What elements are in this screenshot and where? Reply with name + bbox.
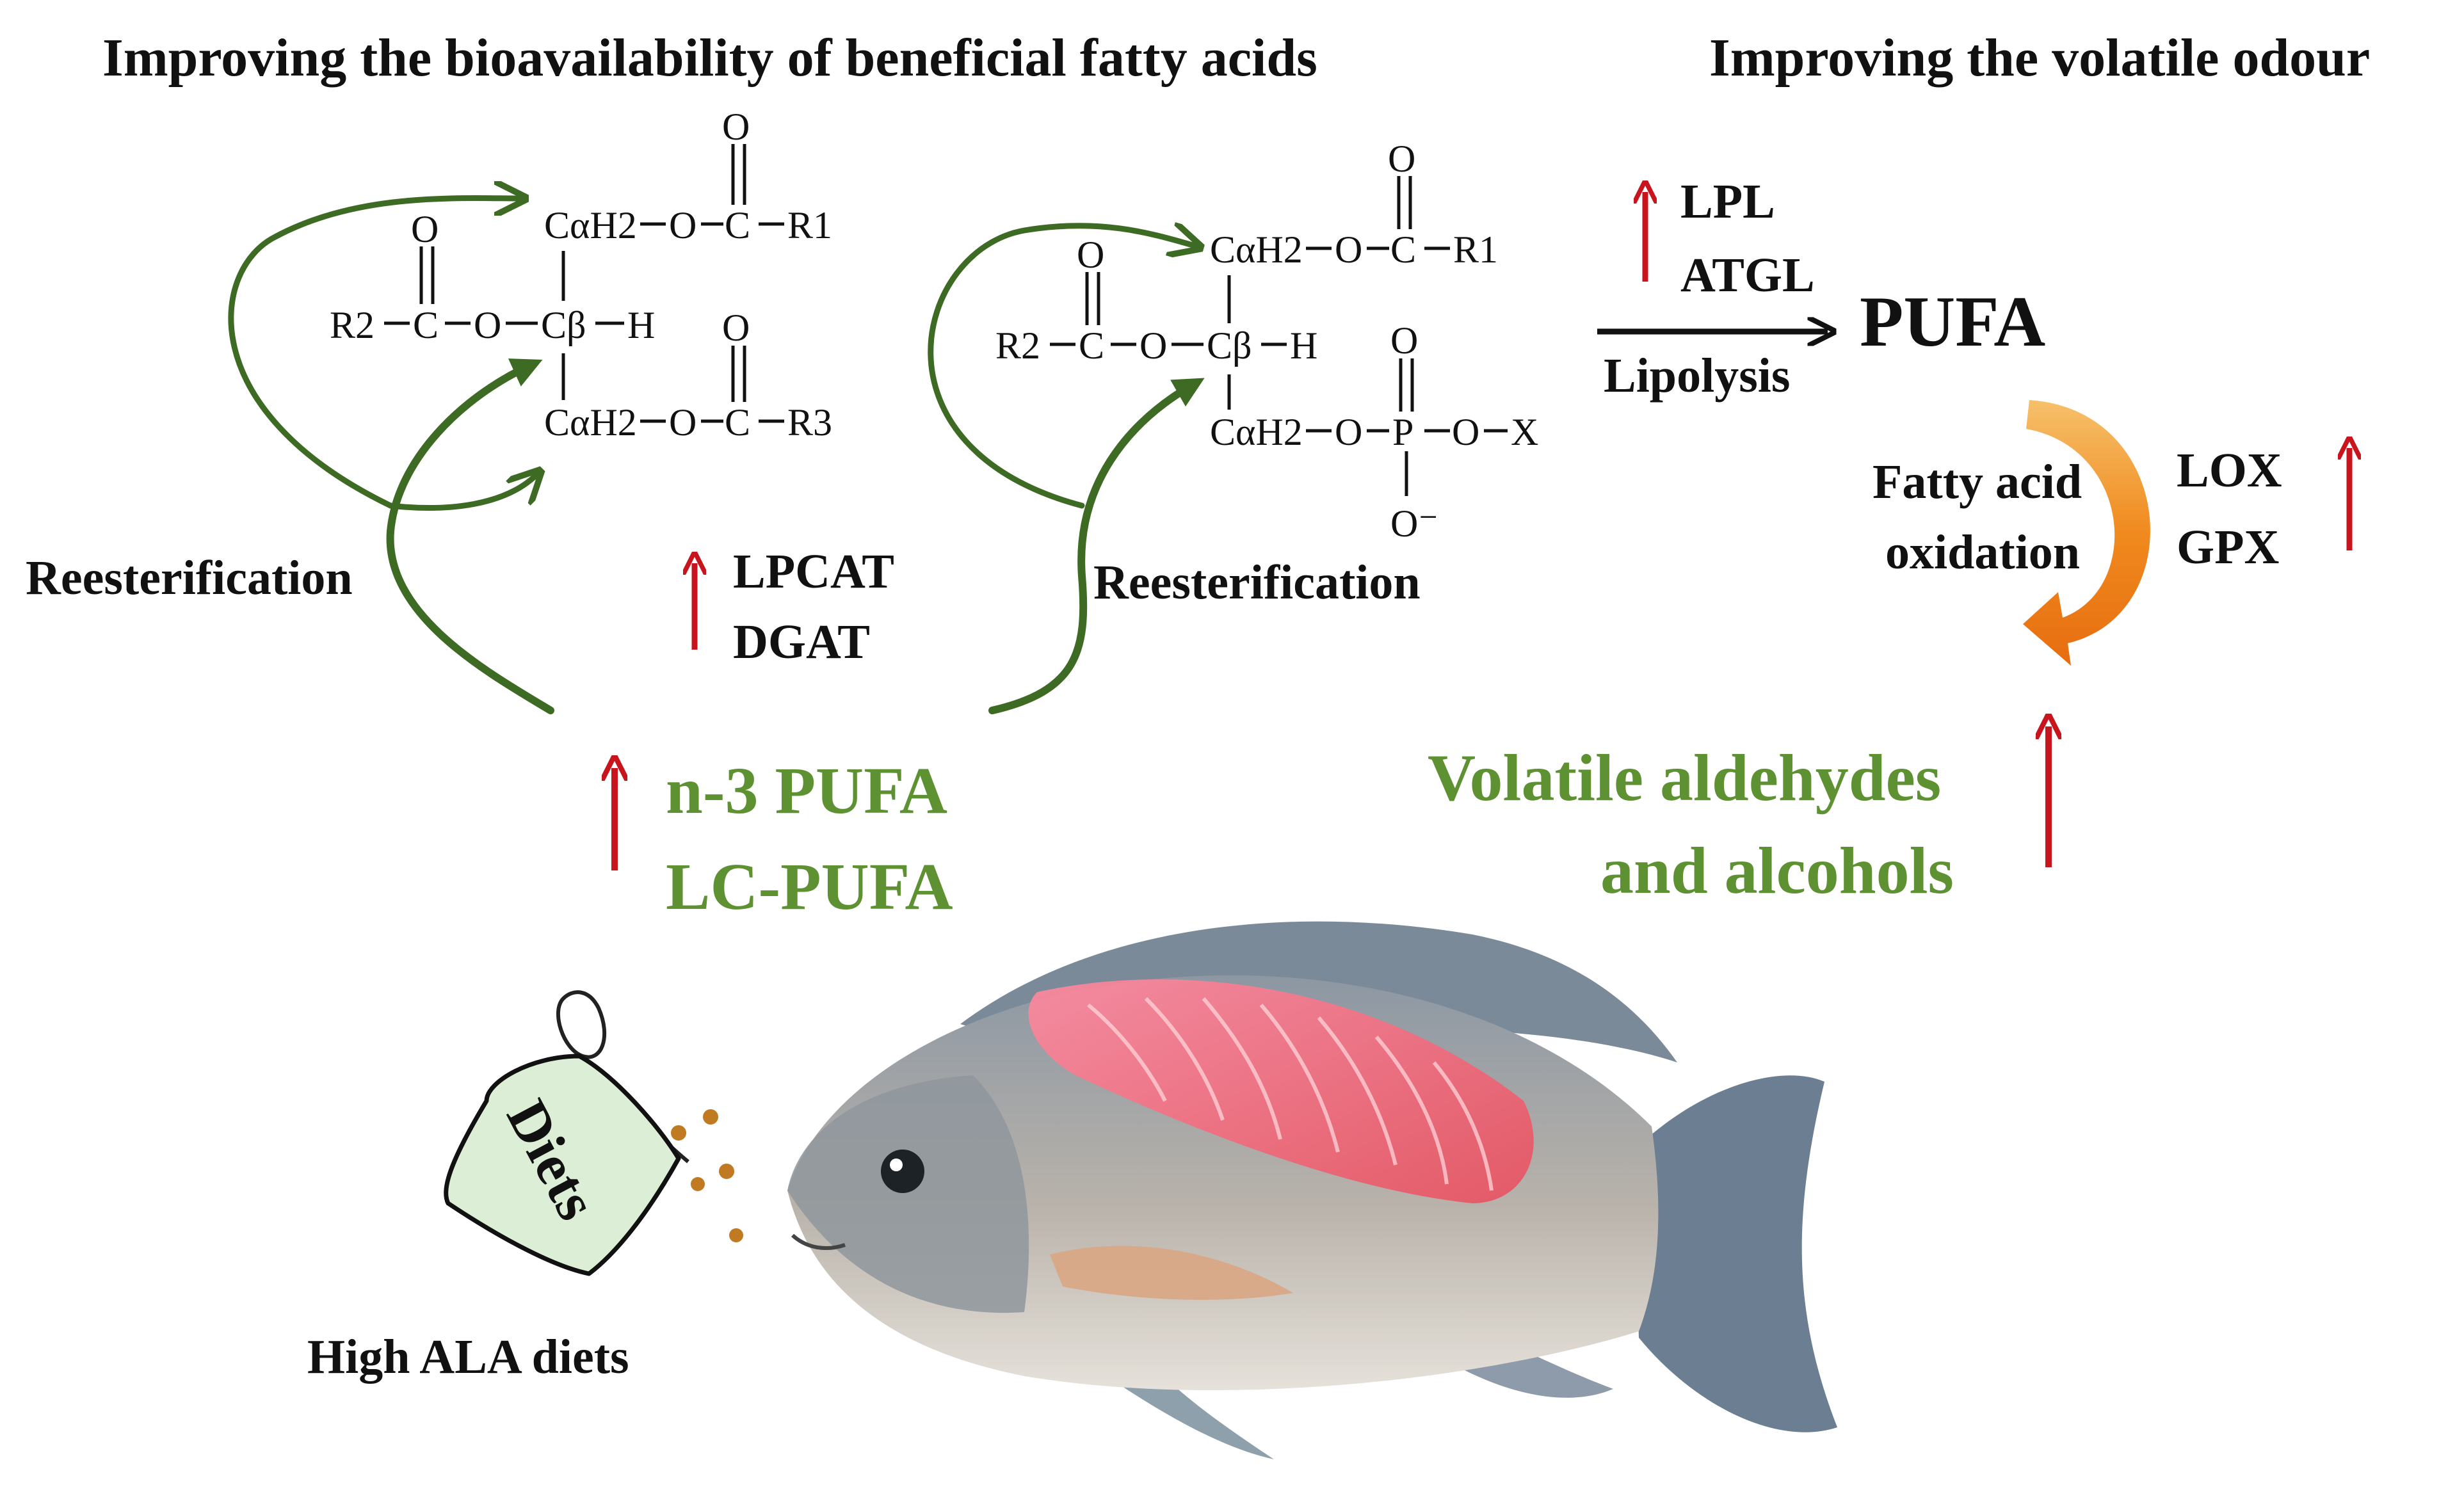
pl-r2: R2 bbox=[995, 325, 1040, 367]
fatty-acid-label: Fatty acid bbox=[1872, 455, 2082, 509]
tag-r2: R2 bbox=[330, 304, 374, 346]
tag-o-bottom-ester: O bbox=[669, 401, 697, 444]
gpx-label: GPX bbox=[2177, 520, 2279, 574]
pl-cb: Cβ bbox=[1207, 325, 1252, 367]
tag-o-bottom-carbonyl: O bbox=[722, 307, 750, 349]
pl-c-top: C bbox=[1390, 228, 1416, 271]
pl-ca-top: CαH2 bbox=[1210, 228, 1303, 271]
tag-o-top-ester: O bbox=[669, 204, 697, 246]
tag-structure: CαH2 O C R1 O R2 C O Cβ H O CαH2 O C R3 bbox=[330, 106, 832, 444]
pl-o-minus: O⁻ bbox=[1390, 502, 1438, 545]
heading-bioavailability: Improving the bioavailability of benefic… bbox=[102, 28, 1317, 88]
pl-o-top-carbonyl: O bbox=[1388, 138, 1415, 180]
tag-o-mid-carbonyl: O bbox=[411, 208, 439, 250]
pl-ca-bottom: CαH2 bbox=[1210, 411, 1303, 453]
reesterification-label-right: Reesterification bbox=[1093, 556, 1421, 609]
pl-o-bottom-ester: O bbox=[1335, 411, 1362, 453]
tag-o-mid-ester: O bbox=[474, 304, 501, 346]
reesterification-arrows bbox=[228, 198, 1205, 714]
tag-o-top-carbonyl: O bbox=[722, 106, 750, 148]
tag-c-bottom: C bbox=[725, 401, 750, 444]
diet-bag-icon: Diets bbox=[444, 990, 743, 1276]
green-arrow-pl-middle bbox=[988, 378, 1205, 714]
pl-r1: R1 bbox=[1453, 228, 1498, 271]
pl-o-top-ester: O bbox=[1335, 228, 1362, 271]
green-arrow-tag-middle bbox=[386, 358, 554, 714]
pl-o-phosphoryl: O bbox=[1390, 319, 1418, 362]
green-arrow-tag-bottom bbox=[387, 474, 538, 511]
heading-volatile-odour: Improving the volatile odour bbox=[1709, 28, 2370, 88]
tag-r1: R1 bbox=[787, 204, 832, 246]
oxidation-label: oxidation bbox=[1885, 525, 2080, 579]
green-arrow-tag-top bbox=[228, 198, 522, 509]
tag-ca-bottom: CαH2 bbox=[544, 401, 637, 444]
pl-x: X bbox=[1511, 411, 1538, 453]
pl-p: P bbox=[1392, 411, 1413, 453]
pufa-label: PUFA bbox=[1860, 282, 2045, 362]
pl-c-mid: C bbox=[1079, 325, 1104, 367]
lc-pufa-label: LC-PUFA bbox=[666, 850, 953, 924]
pl-h: H bbox=[1290, 325, 1317, 367]
lpcat-label: LPCAT bbox=[733, 545, 894, 598]
pl-o-mid-carbonyl: O bbox=[1077, 234, 1104, 276]
n3-pufa-label: n-3 PUFA bbox=[666, 754, 947, 828]
tag-ca-top: CαH2 bbox=[544, 204, 637, 246]
tag-c-mid: C bbox=[413, 304, 439, 346]
tag-r3: R3 bbox=[787, 401, 832, 444]
lipolysis-label: Lipolysis bbox=[1604, 349, 1790, 403]
lpl-label: LPL bbox=[1680, 175, 1775, 228]
tag-h: H bbox=[627, 304, 655, 346]
green-arrow-pl-top bbox=[928, 226, 1197, 509]
tilapia-fish-icon bbox=[787, 921, 1837, 1459]
tag-c-top: C bbox=[725, 204, 750, 246]
orange-oxidation-arrow bbox=[2023, 400, 2150, 666]
high-ala-diets-label: High ALA diets bbox=[307, 1330, 629, 1384]
volatile-aldehydes-label: Volatile aldehydes bbox=[1428, 741, 1941, 815]
pl-o-mid-ester: O bbox=[1139, 325, 1167, 367]
atgl-label: ATGL bbox=[1680, 248, 1815, 302]
pl-o-phosphate: O bbox=[1452, 411, 1479, 453]
pl-structure: CαH2 O C R1 O R2 C O Cβ H O CαH2 O P O bbox=[995, 138, 1538, 545]
lox-label: LOX bbox=[2177, 444, 2282, 497]
tag-cb: Cβ bbox=[541, 304, 586, 346]
reesterification-label-left: Reesterification bbox=[26, 551, 353, 605]
dgat-label: DGAT bbox=[733, 615, 870, 669]
and-alcohols-label: and alcohols bbox=[1600, 834, 1954, 908]
